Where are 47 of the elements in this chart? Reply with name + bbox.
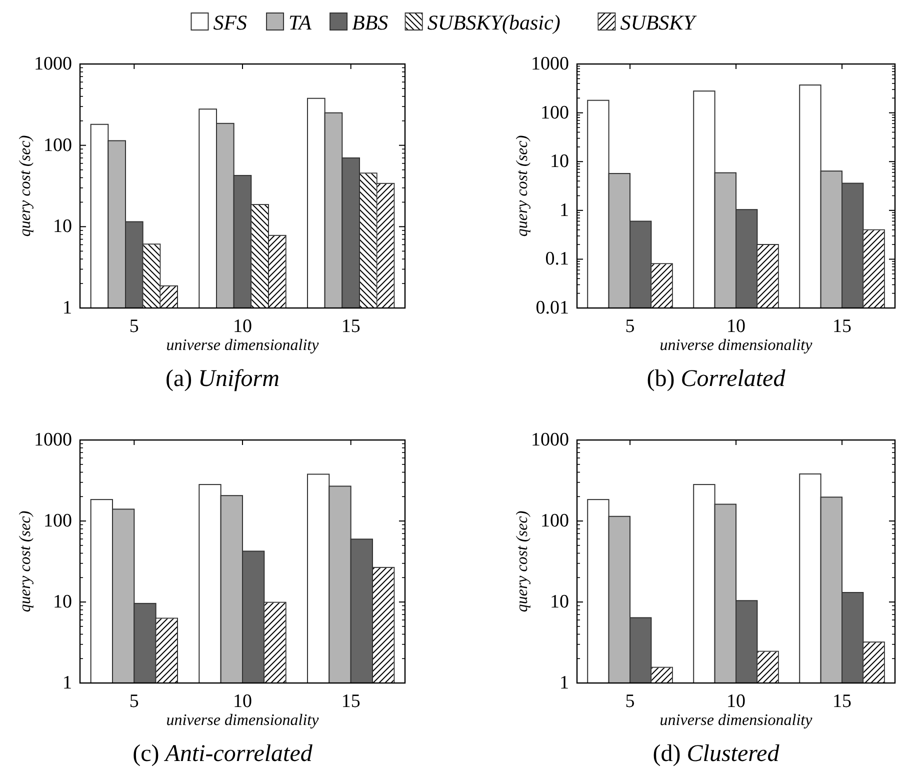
y-tick-label: 1: [62, 298, 72, 318]
y-tick-label: 1: [62, 672, 72, 694]
text: (d) Clustered: [652, 741, 780, 767]
x-tick-label: 15: [832, 691, 852, 712]
x-axis-title: universe dimensionality: [166, 337, 320, 354]
y-axis-title: query cost (sec): [17, 510, 34, 612]
y-tick-label: 10: [53, 216, 72, 238]
legend-label: TA: [288, 10, 312, 34]
x-axis-title: universe dimensionality: [660, 712, 814, 729]
x-axis-title: universe dimensionality: [166, 712, 320, 729]
legend-label: SUBSKY: [620, 10, 698, 34]
y-axis-title: query cost (sec): [514, 135, 531, 237]
y-tick-label: 10: [550, 592, 569, 612]
y-tick-label: 1000: [34, 54, 72, 74]
y-tick-label: 1000: [34, 430, 72, 450]
legend-label: BBS: [352, 10, 389, 34]
legend-label: SUBSKY(basic): [427, 10, 560, 34]
x-tick-label: 5: [129, 691, 139, 712]
y-tick-label: 1000: [531, 54, 569, 74]
y-tick-label: 0.1: [545, 248, 569, 270]
text: (c) Anti-correlated: [132, 741, 314, 767]
y-tick-label: 1000: [531, 430, 569, 450]
y-tick-label: 100: [44, 510, 72, 532]
x-tick-label: 5: [625, 316, 635, 337]
legend-label: SFS: [213, 10, 248, 34]
x-tick-label: 10: [726, 316, 746, 337]
text: (b) Correlated: [646, 366, 786, 392]
x-tick-label: 5: [129, 316, 139, 337]
y-axis-title: query cost (sec): [17, 135, 34, 237]
x-tick-label: 15: [341, 316, 360, 337]
y-tick-label: 10: [550, 151, 569, 172]
x-axis-title: universe dimensionality: [660, 337, 814, 354]
x-tick-label: 10: [726, 691, 746, 712]
x-tick-label: 5: [625, 691, 635, 712]
y-tick-label: 100: [540, 510, 569, 532]
text: (a) Uniform: [166, 366, 280, 392]
y-tick-label: 10: [53, 592, 72, 612]
y-axis-title: query cost (sec): [514, 510, 531, 612]
y-tick-label: 0.01: [536, 298, 569, 318]
y-tick-label: 1: [560, 672, 569, 694]
x-tick-label: 10: [233, 691, 252, 712]
x-tick-label: 15: [832, 316, 852, 337]
x-tick-label: 15: [341, 691, 360, 712]
y-tick-label: 100: [44, 134, 72, 156]
y-tick-label: 100: [540, 102, 569, 124]
y-tick-label: 1: [560, 200, 569, 221]
x-tick-label: 10: [233, 316, 252, 337]
